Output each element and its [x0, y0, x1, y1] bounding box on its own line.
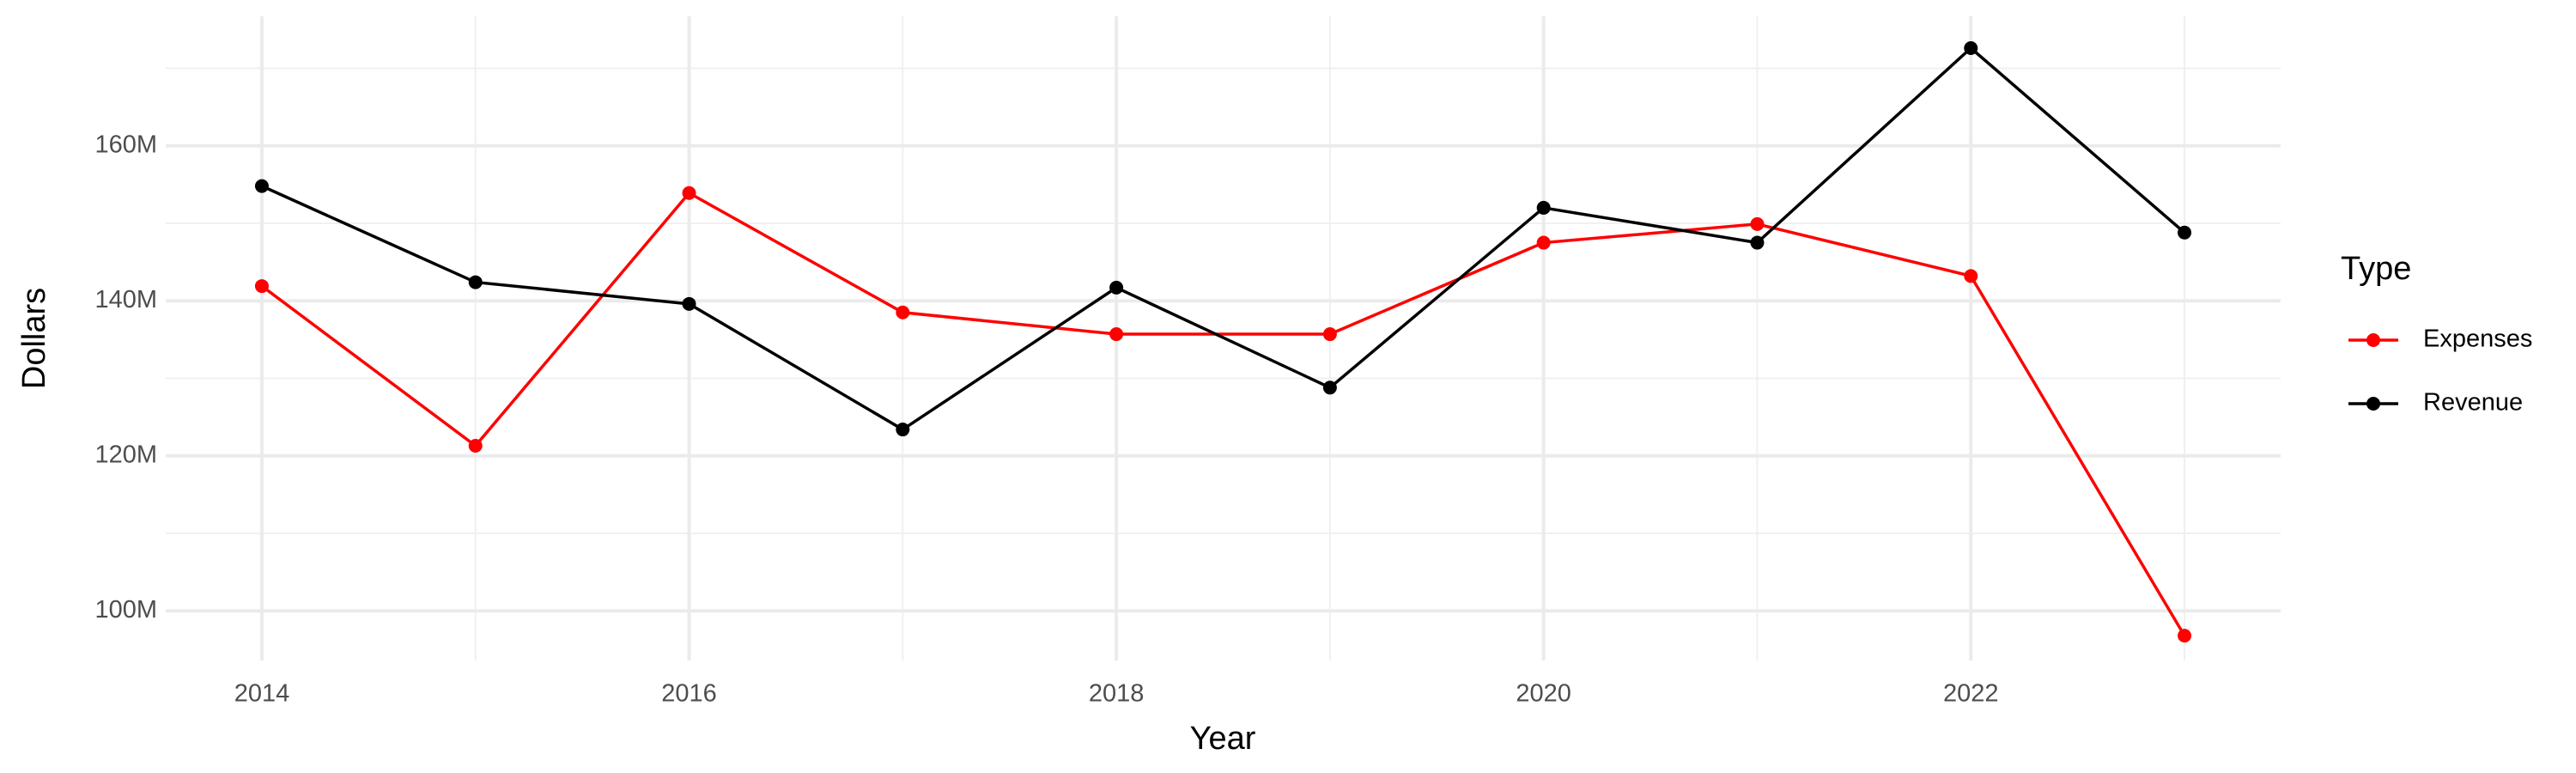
legend-key-point	[2366, 397, 2380, 411]
series-line	[261, 46, 2186, 432]
x-tick-label: 2020	[1516, 680, 1571, 708]
x-tick-label: 2018	[1089, 680, 1145, 708]
y-tick-label: 140M	[94, 286, 157, 313]
data-point	[254, 279, 269, 294]
legend-key-point	[2366, 333, 2380, 347]
data-point	[896, 305, 910, 320]
legend-label: Expenses	[2423, 326, 2532, 353]
legend-title: Type	[2341, 251, 2411, 287]
data-point	[1536, 200, 1551, 215]
x-tick-label: 2022	[1943, 680, 1999, 708]
series-line	[260, 191, 2186, 637]
data-point	[1109, 280, 1124, 295]
data-point	[2178, 225, 2192, 240]
data-point	[254, 179, 269, 193]
data-point	[1109, 327, 1124, 342]
x-tick-label: 2016	[661, 680, 717, 708]
data-point	[1964, 269, 1978, 283]
x-tick-label: 2014	[234, 680, 290, 708]
y-axis-title: Dollars	[16, 288, 52, 389]
data-point	[1322, 327, 1337, 342]
y-tick-label: 120M	[94, 441, 157, 468]
data-point	[468, 439, 483, 453]
data-point	[1750, 216, 1765, 231]
data-point	[1536, 235, 1551, 250]
data-point	[2178, 629, 2192, 643]
legend-label: Revenue	[2423, 389, 2523, 417]
x-axis-title: Year	[1190, 721, 1256, 757]
data-point	[468, 275, 483, 289]
y-tick-label: 100M	[94, 596, 157, 624]
data-point	[682, 296, 696, 311]
y-tick-label: 160M	[94, 131, 157, 158]
data-point	[1322, 380, 1337, 395]
data-point	[682, 186, 696, 200]
data-point	[896, 423, 910, 437]
data-point	[1750, 235, 1765, 250]
data-point	[1964, 41, 1978, 56]
